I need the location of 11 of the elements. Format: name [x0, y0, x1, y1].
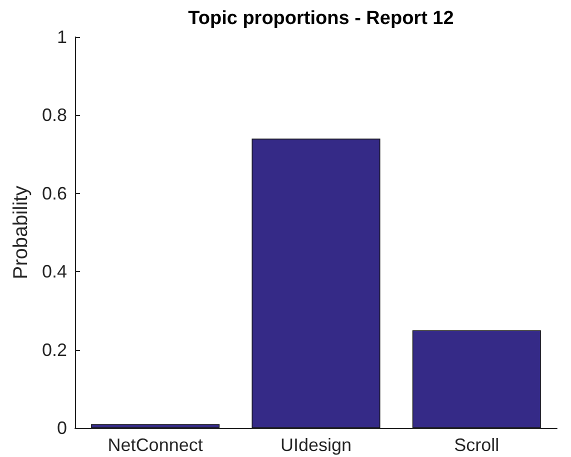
y-tick-label: 0.2 — [42, 340, 67, 360]
y-tick-label: 0.8 — [42, 105, 67, 126]
x-tick-label: UIdesign — [280, 435, 352, 455]
x-tick-label: NetConnect — [108, 435, 203, 455]
x-tick-label: Scroll — [454, 435, 500, 455]
chart-title: Topic proportions - Report 12 — [188, 8, 454, 29]
y-tick-label: 0.6 — [42, 183, 67, 204]
y-tick-label: 0.4 — [42, 262, 67, 282]
y-tick-label: 1 — [56, 27, 67, 47]
y-tick-label: 0 — [56, 418, 67, 438]
y-axis-title: Probability — [10, 186, 32, 280]
